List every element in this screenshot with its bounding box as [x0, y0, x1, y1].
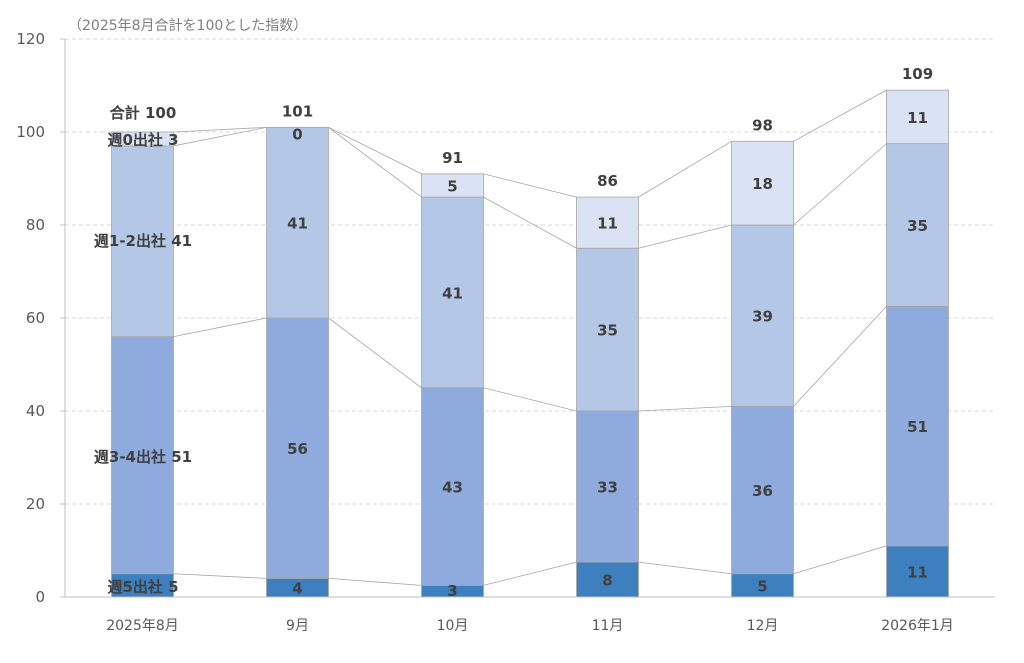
x-tick-label: 2026年1月 — [881, 618, 954, 634]
total-label: 91 — [442, 149, 463, 167]
bar-segment-週0出社 — [731, 140, 794, 226]
data-label: 11 — [907, 563, 928, 581]
bar-segment-週3-4出社 — [886, 305, 949, 547]
data-label: 3 — [447, 582, 457, 600]
data-label: 56 — [287, 440, 308, 458]
annotation-week3-4: 週3-4出社 51 — [94, 448, 192, 466]
bar-segment-週0出社 — [576, 196, 639, 249]
series-connector-line — [328, 578, 422, 586]
bar-segment-週0出社 — [111, 131, 174, 147]
annotation-week5: 週5出社 5 — [107, 578, 178, 596]
series-connector-line — [173, 573, 267, 579]
series-connector-line — [638, 561, 732, 575]
bar-segment-週5出社 — [886, 545, 949, 598]
series-connector-line — [793, 143, 887, 226]
y-tick-label: 20 — [26, 495, 45, 513]
series-connector-line — [483, 561, 577, 586]
data-label: 35 — [597, 322, 618, 340]
series-connector-line — [483, 173, 577, 198]
x-tick-label: 2025年8月 — [106, 618, 179, 634]
series-connector-line — [638, 140, 732, 198]
bar-segment-週0出社 — [886, 89, 949, 145]
series-connector-line — [793, 545, 887, 575]
series-connector-line — [793, 89, 887, 142]
data-label: 11 — [907, 109, 928, 127]
bar-segment-週5出社 — [576, 561, 639, 598]
bar-segment-週1-2出社 — [421, 196, 484, 389]
data-label: 41 — [287, 215, 308, 233]
data-label: 43 — [442, 479, 463, 497]
series-connector-line — [638, 224, 732, 249]
annotation-total: 合計 100 — [109, 104, 177, 122]
data-label: 0 — [292, 125, 302, 143]
bar-segment-週1-2出社 — [886, 143, 949, 307]
y-tick-label: 40 — [26, 402, 45, 420]
data-label: 5 — [757, 577, 767, 595]
annotation-week1-2: 週1-2出社 41 — [94, 232, 192, 250]
series-connector-line — [173, 317, 267, 337]
bar-segment-週3-4出社 — [266, 317, 329, 579]
bar-segment-週3-4出社 — [421, 387, 484, 586]
data-label: 8 — [602, 572, 612, 590]
data-label: 33 — [597, 479, 618, 497]
series-connector-line — [328, 127, 422, 198]
data-label: 36 — [752, 482, 773, 500]
data-label: 4 — [292, 580, 302, 598]
series-connector-line — [173, 126, 267, 147]
x-tick-label: 11月 — [592, 618, 624, 634]
total-label: 101 — [282, 102, 313, 120]
data-label: 51 — [907, 418, 928, 436]
series-connector-line — [793, 306, 887, 407]
series-connector-line — [173, 126, 267, 133]
series-connector-line — [483, 387, 577, 412]
total-label: 86 — [597, 172, 618, 190]
chart-subtitle: （2025年8月合計を100とした指数） — [68, 18, 307, 34]
data-label: 11 — [597, 215, 618, 233]
y-tick-label: 100 — [16, 123, 45, 141]
total-label: 98 — [752, 116, 773, 134]
bar-segment-週3-4出社 — [731, 405, 794, 575]
data-label: 18 — [752, 175, 773, 193]
bar-segment-週3-4出社 — [111, 336, 174, 575]
bar-segment-週1-2出社 — [266, 126, 329, 319]
data-label: 39 — [752, 308, 773, 326]
y-tick-label: 80 — [26, 216, 45, 234]
data-label: 5 — [447, 177, 457, 195]
data-label: 35 — [907, 217, 928, 235]
data-label: 41 — [442, 284, 463, 302]
bar-segment-週1-2出社 — [111, 145, 174, 337]
series-connector-line — [328, 126, 422, 175]
y-tick-label: 0 — [35, 588, 45, 606]
series-connector-line — [638, 405, 732, 412]
x-tick-label: 9月 — [286, 618, 309, 634]
x-tick-label: 12月 — [747, 618, 779, 634]
y-tick-label: 120 — [16, 30, 45, 48]
bar-segment-週3-4出社 — [576, 410, 639, 563]
total-label: 109 — [902, 65, 933, 83]
x-tick-label: 10月 — [437, 618, 469, 634]
series-connector-line — [328, 317, 422, 389]
bar-segment-週0出社 — [421, 173, 484, 198]
annotation-week0: 週0出社 3 — [107, 131, 178, 149]
bar-segment-週1-2出社 — [731, 224, 794, 407]
series-connector-line — [483, 196, 577, 249]
y-tick-label: 60 — [26, 309, 45, 327]
